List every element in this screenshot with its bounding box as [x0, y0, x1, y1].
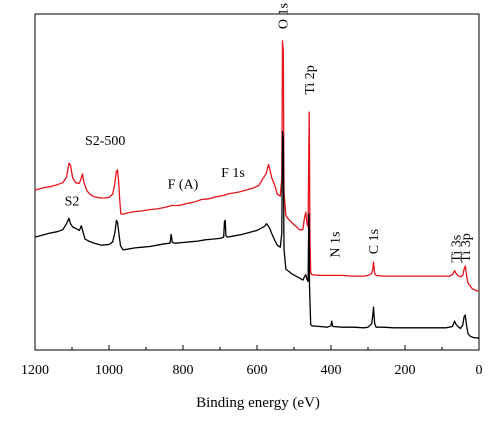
peak-annotation: Ti 3p: [459, 233, 474, 262]
labels-layer: S2-500 S2 O 1s Ti 2p F (A) F 1s N 1s C 1s Ti 3sT…: [65, 3, 474, 263]
series-layer: [34, 40, 480, 340]
x-tick-label: 1200: [21, 363, 49, 378]
series-line-s2: [34, 130, 480, 340]
x-axis-ticks: 1200 1000 800 600 400 200 0: [21, 345, 483, 378]
peak-annotation: C 1s: [367, 229, 382, 254]
series-label: S2: [65, 195, 80, 210]
series-label: S2-500: [85, 134, 125, 149]
x-tick-label: 600: [247, 363, 268, 378]
peak-annotation: Ti 3s: [450, 235, 465, 263]
x-tick-label: 1000: [95, 363, 123, 378]
peak-annotation: Ti 2p: [303, 65, 318, 94]
x-tick-label: 0: [476, 363, 483, 378]
peak-annotation: F 1s: [221, 166, 245, 181]
x-tick-label: 800: [173, 363, 194, 378]
series-line-s2-500: [34, 40, 479, 292]
peak-annotation: N 1s: [329, 232, 344, 258]
peak-annotation: O 1s: [277, 3, 292, 29]
x-tick-label: 400: [321, 363, 342, 378]
peak-annotation: F (A): [168, 178, 199, 193]
x-tick-label: 200: [395, 363, 416, 378]
x-axis-title: Binding energy (eV): [196, 395, 320, 411]
